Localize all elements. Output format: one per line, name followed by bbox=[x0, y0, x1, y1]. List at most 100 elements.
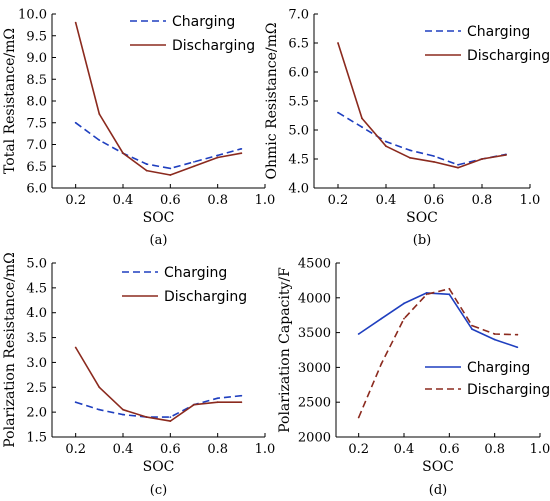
x-tick-label: 0.2 bbox=[348, 442, 369, 457]
x-tick-label: 0.6 bbox=[160, 193, 181, 208]
panel-label: (c) bbox=[150, 483, 167, 498]
y-axis-title: Polarization Capacity/F bbox=[277, 267, 293, 433]
series-line-discharging bbox=[357, 287, 518, 418]
panel-label: (d) bbox=[429, 483, 447, 498]
y-tick-label: 8.5 bbox=[26, 73, 47, 88]
data-point bbox=[122, 408, 124, 411]
data-point bbox=[169, 416, 172, 419]
data-point bbox=[385, 140, 387, 143]
data-point bbox=[98, 386, 101, 389]
data-point bbox=[357, 416, 360, 419]
x-tick-label: 0.8 bbox=[472, 193, 493, 208]
data-point bbox=[380, 317, 383, 320]
data-point bbox=[74, 21, 77, 24]
y-tick-label: 2.0 bbox=[26, 406, 47, 421]
y-tick-label: 7.0 bbox=[288, 8, 309, 23]
y-tick-label: 2000 bbox=[298, 431, 331, 446]
y-tick-label: 9.0 bbox=[26, 51, 47, 66]
data-point bbox=[385, 145, 387, 148]
x-axis-title: SOC bbox=[422, 459, 454, 475]
data-point bbox=[409, 149, 411, 152]
legend: Charging Discharging bbox=[425, 24, 550, 64]
y-tick-label: 5.0 bbox=[26, 257, 47, 272]
y-tick-label: 4.5 bbox=[288, 153, 309, 168]
data-point bbox=[169, 174, 172, 176]
data-point bbox=[145, 169, 148, 172]
x-axis-title: SOC bbox=[406, 210, 438, 226]
data-point bbox=[240, 394, 243, 397]
y-axis-title: Polarization Resistance/mΩ bbox=[2, 252, 18, 447]
x-tick-label: 0.6 bbox=[160, 442, 181, 457]
data-point bbox=[216, 154, 219, 157]
data-point bbox=[409, 156, 411, 159]
data-point bbox=[169, 420, 172, 422]
data-point bbox=[493, 333, 496, 335]
data-point bbox=[457, 166, 459, 169]
data-point bbox=[74, 346, 77, 349]
y-tick-label: 8.0 bbox=[26, 95, 47, 110]
x-tick-label: 0.8 bbox=[484, 442, 505, 457]
legend: Charging Discharging bbox=[130, 14, 255, 54]
series-line-discharging bbox=[337, 42, 507, 169]
data-point bbox=[193, 403, 195, 406]
y-tick-label: 9.5 bbox=[26, 29, 47, 44]
legend-label: Charging bbox=[172, 14, 235, 30]
legend-label: Discharging bbox=[172, 38, 255, 54]
data-point bbox=[516, 333, 519, 336]
y-axis-title: Total Resistance/mΩ bbox=[2, 28, 18, 174]
y-tick-label: 7.0 bbox=[26, 138, 47, 153]
y-tick-label: 3500 bbox=[298, 326, 331, 341]
y-tick-label: 4.0 bbox=[26, 306, 47, 321]
data-point bbox=[240, 401, 243, 404]
data-point bbox=[425, 293, 428, 296]
y-tick-label: 5.0 bbox=[288, 124, 309, 139]
x-tick-label: 0.8 bbox=[207, 193, 228, 208]
data-point bbox=[357, 333, 360, 335]
chart-panel-c: 0.2 0.4 0.6 0.8 1.0 1.5 2.0 2.5 3.0 3.5 4.0 4.5 5.0 S… bbox=[2, 252, 275, 498]
data-point bbox=[169, 167, 172, 170]
x-tick-label: 0.6 bbox=[424, 193, 445, 208]
x-tick-label: 0.4 bbox=[376, 193, 397, 208]
series-line-charging bbox=[75, 122, 242, 170]
chart-panel-b: 0.2 0.4 0.6 0.8 1.0 4.0 4.5 5.0 5.5 6.0 6.5 7.0 SOC O… bbox=[264, 8, 550, 249]
data-point bbox=[505, 154, 507, 156]
x-tick-label: 0.2 bbox=[65, 442, 86, 457]
data-point bbox=[337, 42, 339, 44]
y-tick-label: 3.0 bbox=[26, 356, 47, 371]
legend-label: Discharging bbox=[164, 289, 247, 305]
data-point bbox=[403, 302, 405, 305]
y-tick-label: 4500 bbox=[298, 257, 331, 272]
x-tick-label: 0.4 bbox=[394, 442, 415, 457]
data-point bbox=[240, 152, 243, 155]
data-point bbox=[448, 287, 451, 290]
legend-label: Discharging bbox=[467, 48, 550, 64]
series-line-discharging bbox=[75, 347, 242, 422]
data-point bbox=[493, 338, 496, 341]
series-line-charging bbox=[358, 292, 518, 348]
y-tick-label: 6.0 bbox=[288, 66, 309, 81]
x-axis-title: SOC bbox=[143, 210, 175, 226]
data-point bbox=[74, 121, 77, 124]
legend-label: Charging bbox=[467, 360, 530, 376]
y-tick-label: 10.0 bbox=[18, 8, 47, 23]
x-tick-label: 0.4 bbox=[113, 442, 134, 457]
data-point bbox=[98, 139, 101, 142]
chart-panel-d: 0.2 0.4 0.6 0.8 1.0 2000 2500 3000 3500 4000 4500 S… bbox=[277, 257, 550, 499]
data-point bbox=[425, 292, 428, 294]
data-point bbox=[380, 363, 383, 365]
y-tick-label: 6.5 bbox=[26, 160, 47, 175]
legend-label: Discharging bbox=[467, 382, 550, 398]
x-tick-label: 1.0 bbox=[255, 442, 276, 457]
x-tick-label: 1.0 bbox=[530, 442, 550, 457]
data-point bbox=[471, 328, 473, 331]
data-point bbox=[145, 416, 148, 419]
y-tick-label: 3.5 bbox=[26, 331, 47, 346]
data-point bbox=[433, 155, 435, 158]
data-point bbox=[216, 401, 219, 404]
y-tick-label: 5.5 bbox=[288, 95, 309, 110]
x-tick-label: 0.6 bbox=[439, 442, 460, 457]
panel-label: (a) bbox=[150, 233, 168, 248]
data-point bbox=[448, 293, 451, 296]
x-tick-label: 0.2 bbox=[65, 193, 86, 208]
data-point bbox=[193, 161, 195, 163]
